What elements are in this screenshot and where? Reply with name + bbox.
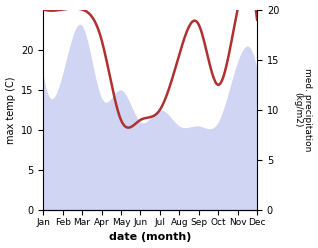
X-axis label: date (month): date (month) <box>109 232 191 243</box>
Y-axis label: max temp (C): max temp (C) <box>5 76 16 144</box>
Y-axis label: med. precipitation
(kg/m2): med. precipitation (kg/m2) <box>293 68 313 152</box>
